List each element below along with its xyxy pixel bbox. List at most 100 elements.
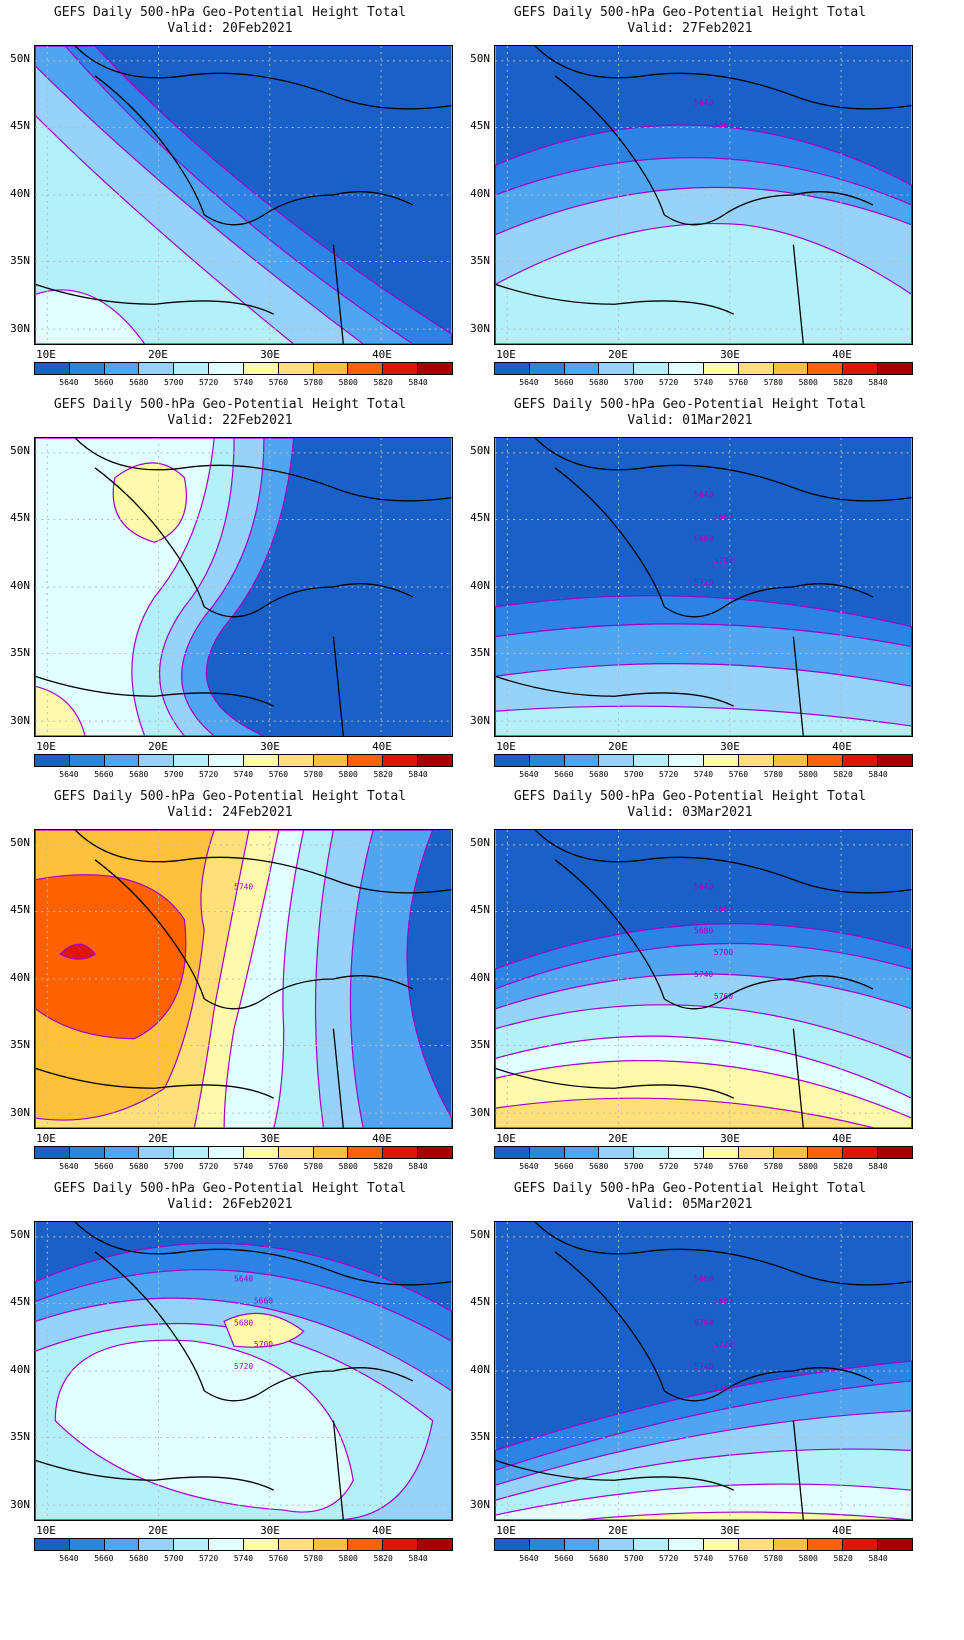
coastline [495, 1222, 912, 1520]
contour-label: 5640 [234, 1275, 253, 1284]
colorbar-label: 5660 [94, 378, 114, 387]
contour-band [54, 1339, 354, 1513]
colorbar-swatch [35, 1147, 70, 1158]
panel-valid-date: Valid: 22Feb2021 [167, 413, 293, 428]
colorbar-swatch [738, 363, 774, 374]
colorbar-label: 5640 [519, 378, 539, 387]
colorbar-label: 5840 [868, 1162, 888, 1171]
colorbar-swatch [348, 363, 384, 374]
lat-tick: 50N [10, 836, 30, 849]
colorbar-swatch [243, 1147, 279, 1158]
colorbar-label: 5800 [338, 1162, 358, 1171]
panel-valid-date: Valid: 03Mar2021 [627, 805, 753, 820]
colorbar-label: 5640 [59, 378, 79, 387]
colorbar-swatch [174, 363, 210, 374]
lon-tick: 30E [720, 1132, 740, 1145]
contour-label: 5700 [714, 948, 733, 957]
colorbar-swatch [773, 1539, 809, 1550]
lat-tick: 35N [470, 1430, 490, 1443]
lon-tick: 30E [720, 1524, 740, 1537]
colorbar-label: 5700 [164, 770, 184, 779]
colorbar-swatch [209, 1539, 244, 1550]
lat-tick: 45N [10, 511, 30, 524]
lat-tick: 45N [470, 903, 490, 916]
colorbar-label: 5740 [233, 1162, 254, 1171]
contour-band [112, 462, 187, 543]
lat-tick: 40N [10, 187, 30, 200]
panel-title: GEFS Daily 500-hPa Geo-Potential Height … [53, 5, 407, 20]
colorbar-swatch [495, 363, 530, 374]
coastline [35, 438, 452, 736]
colorbar-label: 5740 [233, 770, 254, 779]
lon-tick: 20E [608, 348, 628, 361]
panel-title: GEFS Daily 500-hPa Geo-Potential Height … [513, 1181, 867, 1196]
colorbar-swatch [35, 363, 70, 374]
colorbar-swatch [564, 1539, 600, 1550]
lat-tick: 45N [470, 119, 490, 132]
colorbar-label: 5760 [268, 1162, 289, 1171]
lon-tick: 30E [260, 740, 280, 753]
colorbar-label: 5640 [59, 1554, 79, 1563]
colorbar-swatch [69, 1147, 105, 1158]
colorbar-swatch [599, 755, 635, 766]
lat-tick: 50N [470, 444, 490, 457]
colorbar-label: 5740 [233, 378, 254, 387]
colorbar-swatch [495, 1147, 530, 1158]
coastline [35, 830, 452, 1128]
contour-band [59, 943, 96, 960]
colorbar-swatch [843, 755, 879, 766]
colorbar-swatch [104, 1147, 140, 1158]
lat-tick: 40N [10, 579, 30, 592]
colorbar-swatch [599, 363, 635, 374]
colorbar-swatch [529, 363, 565, 374]
lon-tick: 20E [148, 1132, 168, 1145]
contour-label: 5760 [714, 1384, 733, 1393]
lat-tick: 35N [470, 1038, 490, 1051]
colorbar-swatch [418, 363, 452, 374]
colorbar-label: 5700 [624, 378, 644, 387]
colorbar-swatch [278, 363, 314, 374]
colorbar-label: 5780 [763, 378, 783, 387]
lon-tick: 30E [260, 348, 280, 361]
colorbar-label: 5780 [763, 1162, 783, 1171]
lon-tick: 40E [372, 348, 392, 361]
contour-label: 5720 [714, 1340, 733, 1349]
colorbar-swatch [878, 755, 912, 766]
lon-tick: 20E [148, 1524, 168, 1537]
colorbar-label: 5760 [268, 1554, 289, 1563]
lat-tick: 45N [470, 1295, 490, 1308]
contour-label: 5660 [714, 904, 733, 913]
colorbar-label: 5680 [589, 1554, 609, 1563]
colorbar-label: 5700 [624, 1162, 644, 1171]
contour-band [495, 1483, 912, 1520]
colorbar-swatch [808, 1147, 844, 1158]
colorbar-swatch [313, 363, 349, 374]
lon-tick: 30E [260, 1132, 280, 1145]
colorbar-swatch [773, 1147, 809, 1158]
colorbar-swatch [634, 1147, 670, 1158]
colorbar-swatch [278, 1147, 314, 1158]
lon-tick: 40E [372, 1132, 392, 1145]
colorbar-swatch [104, 363, 140, 374]
contour-label: 5680 [694, 534, 713, 543]
contour-label: 5660 [254, 1296, 273, 1305]
contour-band [35, 874, 187, 1040]
colorbar-swatch [418, 1147, 452, 1158]
colorbar-label: 5640 [519, 770, 539, 779]
map-panel: GEFS Daily 500-hPa Geo-Potential Height … [460, 0, 920, 392]
lon-tick: 30E [260, 1524, 280, 1537]
lon-tick: 20E [148, 740, 168, 753]
colorbar-swatch [243, 363, 279, 374]
lat-tick: 50N [470, 836, 490, 849]
lat-tick: 45N [10, 903, 30, 916]
colorbar-label: 5720 [198, 1162, 219, 1171]
colorbar-label: 5840 [408, 378, 428, 387]
colorbar-swatch [495, 755, 530, 766]
colorbar-swatch [529, 1147, 565, 1158]
colorbar [34, 754, 453, 767]
height-map [34, 437, 453, 737]
colorbar-label: 5840 [868, 378, 888, 387]
lon-tick: 10E [36, 1524, 56, 1537]
colorbar-label: 5780 [763, 1554, 783, 1563]
colorbar-label: 5720 [198, 1554, 219, 1563]
